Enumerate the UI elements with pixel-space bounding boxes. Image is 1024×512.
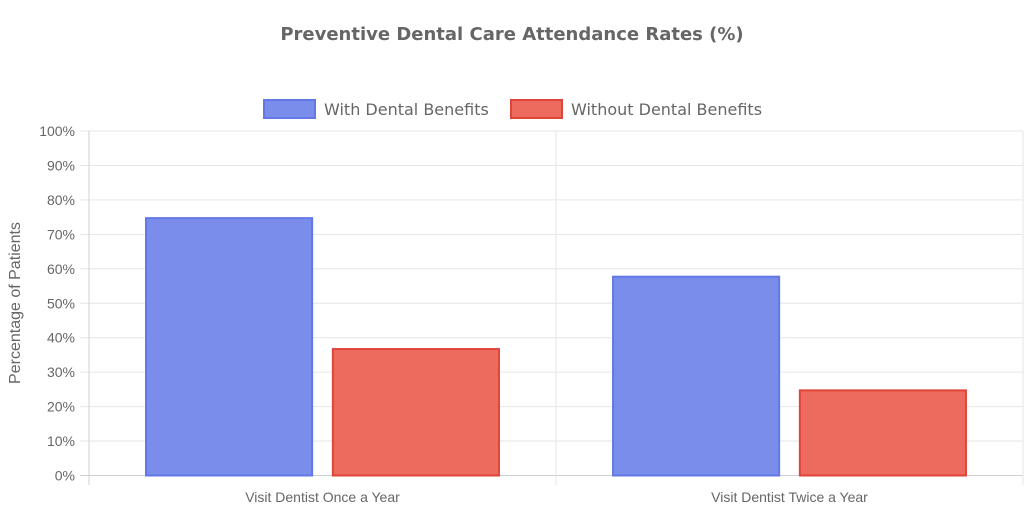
y-tick-label: 90% [47,157,75,173]
x-tick-label: Visit Dentist Once a Year [245,489,400,505]
legend-label[interactable]: With Dental Benefits [324,100,489,119]
bar-with-benefits [612,275,781,477]
y-tick-label: 100% [39,123,75,139]
y-axis-ticks: 0% 10% 20% 30% 40% 50% 60% 70% 80% 90% 100% [39,123,75,484]
y-tick-label: 60% [47,261,75,277]
x-tick-label: Visit Dentist Twice a Year [711,489,868,505]
y-tick-label: 70% [47,226,75,242]
y-axis-label: Percentage of Patients [7,222,24,384]
legend-swatch [510,99,563,119]
legend-label[interactable]: Without Dental Benefits [571,100,762,119]
y-tick-label: 50% [47,295,75,311]
x-axis-ticks: Visit Dentist Once a Year Visit Dentist T… [245,489,868,505]
y-tick-label: 10% [47,433,75,449]
y-tick-label: 0% [55,468,75,484]
legend: With Dental Benefits Without Dental Benef… [263,99,762,119]
legend-swatch [263,99,316,119]
bars [145,217,967,477]
chart-title: Preventive Dental Care Attendance Rates … [280,24,744,45]
y-tick-label: 30% [47,364,75,380]
bar-without-benefits [798,389,967,477]
y-tick-label: 20% [47,399,75,415]
y-tick-label: 40% [47,330,75,346]
bar-without-benefits [331,348,500,477]
bar-with-benefits [145,217,314,477]
y-tick-label: 80% [47,192,75,208]
